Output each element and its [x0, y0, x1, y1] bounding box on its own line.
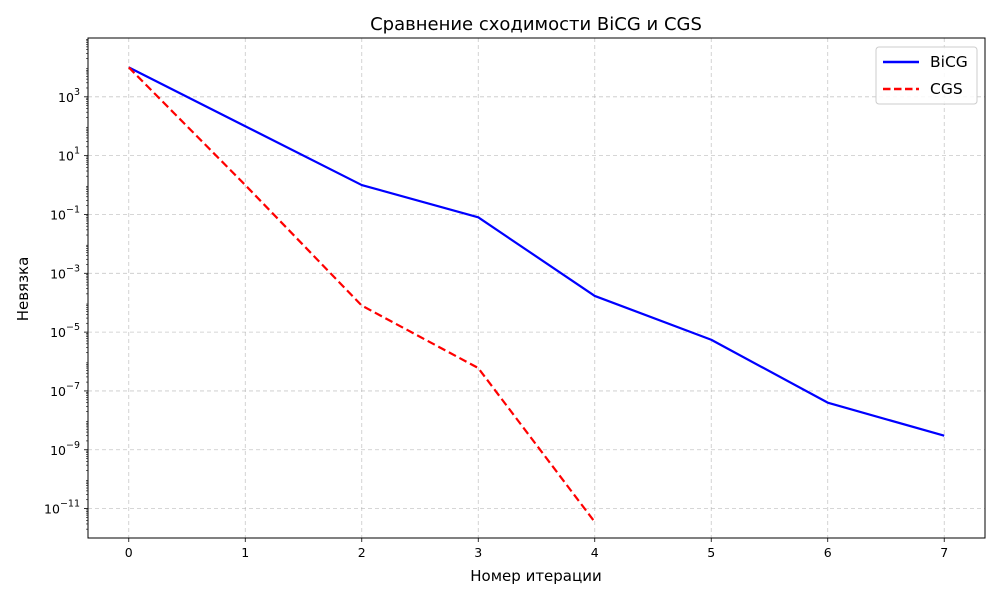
- plot-frame: [87, 37, 986, 539]
- grid: [88, 38, 985, 538]
- y-tick-label: 10−5: [50, 322, 80, 340]
- legend-label-cgs: CGS: [930, 80, 963, 98]
- y-tick-label: 103: [58, 87, 80, 105]
- y-tick-label: 10−11: [44, 499, 80, 517]
- x-tick-label: 2: [358, 545, 366, 560]
- x-axis-label: Номер итерации: [470, 567, 601, 585]
- x-tick-label: 4: [591, 545, 599, 560]
- y-tick-label: 101: [58, 146, 80, 164]
- x-tick-label: 5: [707, 545, 715, 560]
- y-tick-label: 10−3: [50, 263, 80, 281]
- x-tick-label: 3: [474, 545, 482, 560]
- legend-label-bicg: BiCG: [930, 53, 968, 71]
- x-tick-label: 7: [940, 545, 948, 560]
- series-line-bicg: [128, 66, 945, 437]
- y-tick-label: 10−1: [50, 204, 80, 222]
- y-axis-label: Невязка: [14, 257, 32, 322]
- plot-lines: [127, 66, 945, 523]
- y-tick-label: 10−7: [50, 381, 80, 399]
- y-tick-label: 10−9: [50, 440, 80, 458]
- x-axis-ticks: 0 1 2 3 4 5 6 7: [125, 538, 948, 560]
- x-tick-label: 0: [125, 545, 133, 560]
- series-line-cgs: [127, 66, 596, 523]
- y-axis-ticks: 103 101 10−1 10−3 10−5 10−7 10−9 10−11: [44, 39, 88, 530]
- legend: BiCG CGS: [875, 46, 978, 105]
- x-tick-label: 1: [241, 545, 249, 560]
- chart-title: Сравнение сходимости BiCG и CGS: [370, 14, 702, 35]
- x-tick-label: 6: [824, 545, 832, 560]
